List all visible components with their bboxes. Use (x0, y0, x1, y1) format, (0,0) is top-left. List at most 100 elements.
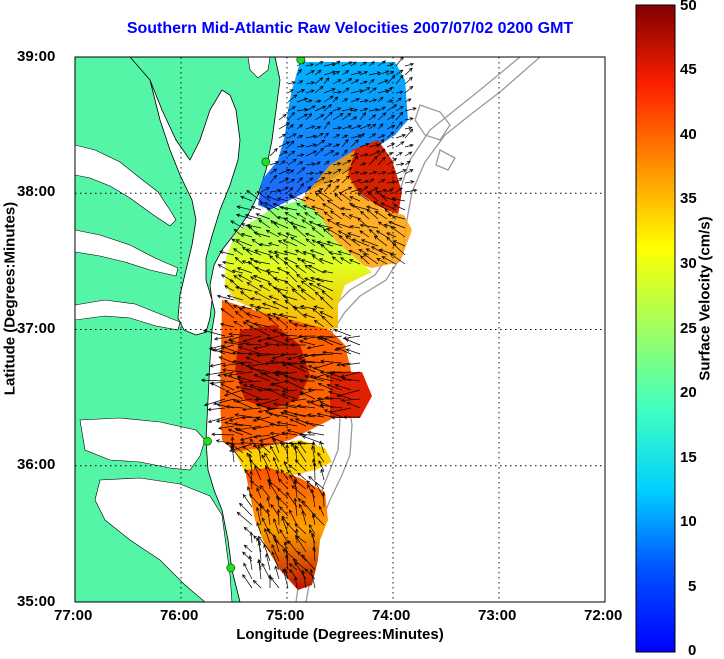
velocity-arrow (270, 503, 280, 517)
velocity-arrow (386, 232, 397, 238)
velocity-arrow (341, 186, 353, 193)
velocity-arrow (253, 322, 271, 328)
velocity-arrow (309, 374, 334, 382)
velocity-arrow (377, 106, 386, 112)
velocity-arrow (289, 509, 298, 526)
velocity-arrow (359, 171, 368, 175)
velocity-arrow (311, 440, 316, 454)
velocity-arrow (386, 158, 398, 166)
velocity-arrow (377, 112, 387, 121)
velocity-arrow (217, 264, 235, 274)
y-tick-label: 38:00 (17, 183, 56, 200)
velocity-arrow (351, 238, 370, 247)
velocity-arrow (209, 380, 235, 386)
velocity-arrow (250, 297, 262, 301)
velocity-arrow (350, 61, 357, 67)
velocity-arrow (305, 63, 315, 67)
velocity-arrow (241, 246, 253, 256)
velocity-arrow (267, 250, 280, 256)
velocity-arrow (368, 229, 379, 238)
velocity-arrow (386, 152, 393, 157)
velocity-arrow (230, 220, 244, 229)
velocity-arrow (249, 480, 262, 490)
velocity-arrow (242, 574, 253, 589)
velocity-arrow (257, 535, 271, 553)
velocity-arrow (326, 383, 343, 391)
radar-station-marker (203, 436, 212, 446)
velocity-arrow (358, 249, 370, 256)
velocity-arrow (350, 98, 361, 103)
velocity-arrow (341, 159, 352, 166)
velocity-arrow (304, 232, 316, 238)
velocity-arrow (368, 78, 375, 85)
velocity-arrow (249, 493, 262, 508)
velocity-arrow (279, 205, 298, 211)
velocity-arrow (287, 178, 296, 184)
velocity-arrow (366, 208, 379, 220)
colorbar-tick-label: 35 (680, 190, 697, 207)
velocity-arrow (232, 359, 253, 364)
velocity-arrow (377, 60, 387, 67)
velocity-arrow (404, 151, 413, 157)
velocity-arrow (359, 99, 369, 103)
velocity-arrow (359, 186, 369, 193)
velocity-arrow (217, 371, 235, 377)
velocity-arrow (404, 98, 412, 103)
velocity-arrow (221, 362, 244, 368)
velocity-arrow (263, 202, 280, 211)
velocity-arrow (257, 335, 280, 343)
velocity-arrow (297, 551, 307, 562)
velocity-arrow (314, 177, 326, 184)
velocity-arrow (335, 222, 352, 229)
velocity-arrow (368, 143, 380, 148)
velocity-arrow (332, 185, 340, 193)
velocity-arrow (307, 264, 325, 274)
velocity-arrow (342, 415, 361, 420)
velocity-arrow (305, 105, 316, 112)
velocity-arrow (305, 70, 315, 76)
velocity-arrow (350, 108, 359, 113)
velocity-arrow (314, 188, 324, 193)
velocity-arrow (285, 232, 298, 238)
velocity-arrow (223, 389, 244, 397)
colorbar-tick-label: 30 (680, 255, 697, 272)
x-tick-label: 77:00 (54, 607, 93, 624)
velocity-arrow (323, 171, 333, 175)
velocity-arrow (404, 62, 415, 67)
potomac-river (75, 144, 177, 227)
velocity-arrow (301, 554, 316, 571)
velocity-arrow (235, 239, 253, 247)
colorbar-tick-label: 20 (680, 384, 697, 401)
velocity-arrow (287, 124, 295, 130)
velocity-arrow (233, 248, 244, 256)
velocity-arrow (341, 61, 353, 67)
velocity-arrow (321, 491, 326, 508)
colorbar-tick-label: 5 (688, 578, 697, 595)
velocity-arrow (256, 305, 271, 310)
velocity-arrow (395, 177, 403, 184)
velocity-arrow (314, 105, 327, 112)
velocity-arrow (235, 213, 253, 220)
velocity-arrow (215, 416, 235, 423)
velocity-arrow (266, 406, 289, 411)
velocity-arrow (278, 141, 291, 148)
velocity-arrow (302, 204, 316, 211)
velocity-arrow (366, 205, 379, 211)
velocity-arrow (287, 540, 298, 553)
velocity-arrow (257, 559, 262, 580)
velocity-arrow (249, 276, 262, 283)
velocity-arrow (271, 551, 280, 571)
velocity-arrow (236, 205, 253, 211)
velocity-arrow (276, 508, 281, 526)
velocity-arrow (332, 168, 342, 175)
velocity-arrow (270, 445, 280, 463)
velocity-arrow (341, 212, 352, 220)
velocity-arrow (373, 235, 388, 247)
velocity-arrow (368, 114, 377, 121)
velocity-arrow (395, 121, 403, 130)
velocity-arrow (314, 61, 324, 67)
velocity-arrow (267, 271, 280, 283)
velocity-arrow (298, 379, 316, 383)
velocity-arrow (323, 111, 333, 121)
